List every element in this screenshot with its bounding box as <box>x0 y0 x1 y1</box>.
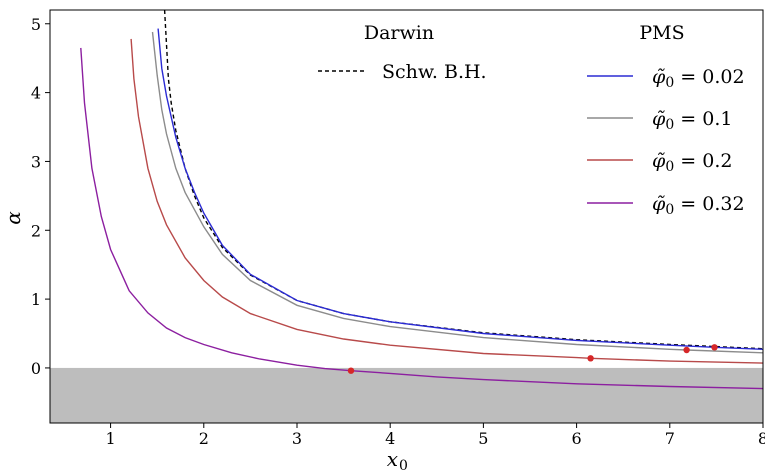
legend-label-0: φ̃0 = 0.02 <box>652 66 745 91</box>
x-axis-label: x <box>387 447 398 471</box>
series-line-1 <box>157 28 763 350</box>
x-tick-label-0: 1 <box>105 429 115 448</box>
y-tick-label-0: 0 <box>31 359 41 378</box>
y-tick-label-2: 2 <box>31 221 41 240</box>
x-tick-label-6: 7 <box>665 429 675 448</box>
x-tick-label-7: 8 <box>758 429 765 448</box>
legend-pms-title: PMS <box>639 22 684 44</box>
x-tick-label-3: 4 <box>385 429 395 448</box>
y-tick-label-4: 4 <box>31 84 41 103</box>
series-line-4 <box>80 47 763 390</box>
y-tick-label-1: 1 <box>31 290 41 309</box>
series-marker-1 <box>711 344 718 351</box>
x-tick-label-1: 2 <box>199 429 209 448</box>
legend-label-schw: Schw. B.H. <box>382 61 487 83</box>
x-tick-label-5: 6 <box>572 429 582 448</box>
series-marker-2 <box>683 346 690 354</box>
series-marker-4 <box>347 367 355 374</box>
shaded-negative-region <box>50 367 763 423</box>
series-line-3 <box>130 38 763 364</box>
y-axis-label: α <box>1 211 25 225</box>
y-tick-label-5: 5 <box>31 15 41 34</box>
series-marker-3 <box>587 355 594 362</box>
legend-darwin: Darwin Schw. B.H. <box>318 22 487 83</box>
legend-label-1: φ̃0 = 0.1 <box>652 108 732 133</box>
series-line-2 <box>151 31 763 354</box>
legend-pms: PMS φ̃0 = 0.02 φ̃0 = 0.1 φ̃0 = 0.2 φ̃0 =… <box>587 22 745 218</box>
x-tick-label-4: 5 <box>478 429 488 448</box>
plot-frame <box>49 9 764 424</box>
legend-label-3: φ̃0 = 0.32 <box>652 193 745 218</box>
x-axis-label-subscript: 0 <box>399 458 408 474</box>
legend-darwin-title: Darwin <box>364 22 434 44</box>
x-tick-label-2: 3 <box>292 429 302 448</box>
y-tick-label-3: 3 <box>31 152 41 171</box>
legend-label-2: φ̃0 = 0.2 <box>652 150 732 175</box>
